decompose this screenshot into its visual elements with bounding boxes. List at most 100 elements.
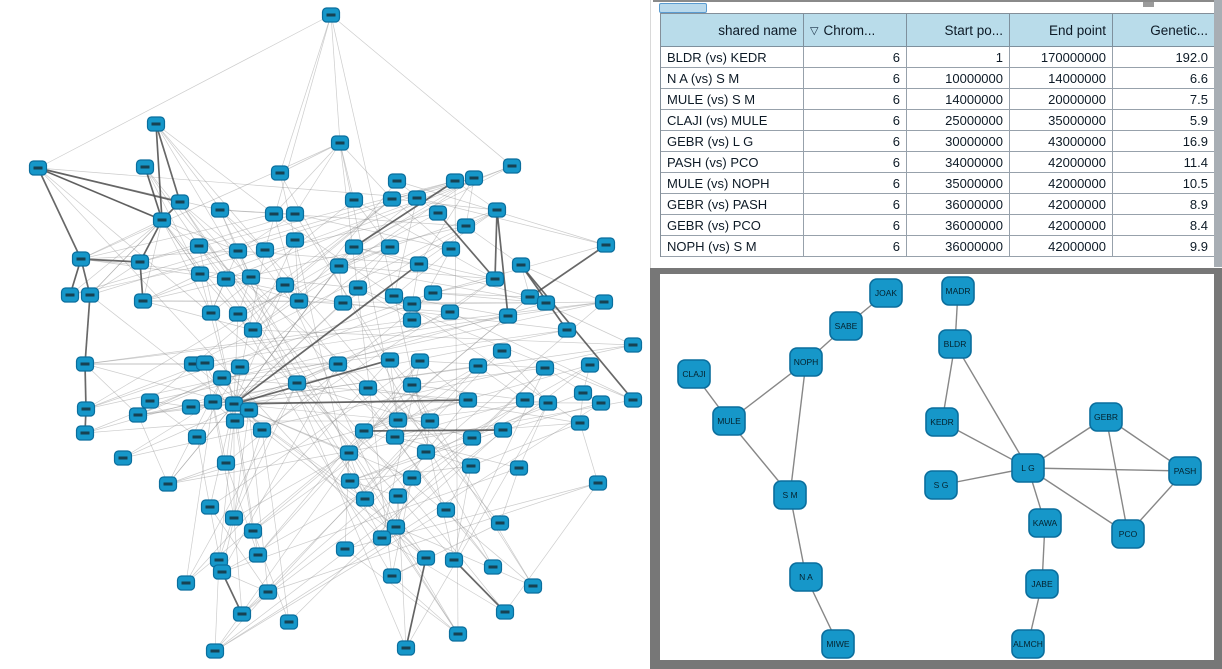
table-cell[interactable]: GEBR (vs) L G: [661, 131, 804, 152]
table-cell[interactable]: 10.5: [1113, 173, 1215, 194]
network-edge: [233, 313, 239, 405]
table-cell[interactable]: 20000000: [1010, 89, 1113, 110]
table-cell[interactable]: 30000000: [907, 131, 1010, 152]
table-row[interactable]: MULE (vs) S M 6 14000000 20000000 7.5: [661, 89, 1215, 110]
node-NOPH[interactable]: [789, 347, 823, 377]
table-cell[interactable]: 9.9: [1113, 236, 1215, 257]
table-row[interactable]: GEBR (vs) PCO 6 36000000 42000000 8.4: [661, 215, 1215, 236]
node-MADR[interactable]: [941, 276, 975, 306]
table-cell[interactable]: 10000000: [907, 68, 1010, 89]
table-cell[interactable]: 6: [804, 68, 907, 89]
table-cell[interactable]: 36000000: [907, 215, 1010, 236]
node-KEDR[interactable]: [925, 407, 959, 437]
table-cell[interactable]: 42000000: [1010, 152, 1113, 173]
network-edge: [339, 142, 393, 577]
table-cell[interactable]: 6: [804, 110, 907, 131]
table-cell[interactable]: 25000000: [907, 110, 1010, 131]
table-cell[interactable]: NOPH (vs) S M: [661, 236, 804, 257]
table-cell[interactable]: GEBR (vs) PCO: [661, 215, 804, 236]
table-row[interactable]: MULE (vs) NOPH 6 35000000 42000000 10.5: [661, 173, 1215, 194]
table-cell[interactable]: 35000000: [1010, 110, 1113, 131]
table-cell[interactable]: 6: [804, 89, 907, 110]
table-cell[interactable]: BLDR (vs) KEDR: [661, 47, 804, 68]
table-cell[interactable]: N A (vs) S M: [661, 68, 804, 89]
network-edge: [219, 209, 467, 227]
table-cell[interactable]: 6: [804, 236, 907, 257]
horizontal-scrollbar[interactable]: [653, 2, 1214, 13]
table-row[interactable]: GEBR (vs) L G 6 30000000 43000000 16.9: [661, 131, 1215, 152]
table-cell[interactable]: 6: [804, 215, 907, 236]
table-cell[interactable]: 14000000: [907, 89, 1010, 110]
table-cell[interactable]: MULE (vs) NOPH: [661, 173, 804, 194]
table-cell[interactable]: 6: [804, 152, 907, 173]
table-cell[interactable]: 6: [804, 173, 907, 194]
network-edge: [233, 263, 420, 405]
table-row[interactable]: PASH (vs) PCO 6 34000000 42000000 11.4: [661, 152, 1215, 173]
network-edge: [161, 219, 201, 275]
table-cell[interactable]: 5.9: [1113, 110, 1215, 131]
node-MULE[interactable]: [712, 406, 746, 436]
column-header-end-point[interactable]: End point: [1010, 14, 1113, 47]
table-cell[interactable]: 16.9: [1113, 131, 1215, 152]
table-cell[interactable]: 170000000: [1010, 47, 1113, 68]
scrollbar-thumb[interactable]: [659, 3, 707, 13]
node-ALMCH[interactable]: [1011, 629, 1045, 659]
table-cell[interactable]: 6: [804, 47, 907, 68]
table-cell[interactable]: 43000000: [1010, 131, 1113, 152]
network-edge: [395, 526, 534, 587]
node-CLAJI[interactable]: [677, 359, 711, 389]
node-L-G[interactable]: [1011, 453, 1045, 483]
column-header-shared-name[interactable]: shared name: [661, 14, 804, 47]
table-row[interactable]: BLDR (vs) KEDR 6 1 170000000 192.0: [661, 47, 1215, 68]
table-cell[interactable]: 42000000: [1010, 173, 1113, 194]
table-cell[interactable]: 6: [804, 131, 907, 152]
node-S-M[interactable]: [773, 480, 807, 510]
table-cell[interactable]: 8.4: [1113, 215, 1215, 236]
table-cell[interactable]: 7.5: [1113, 89, 1215, 110]
node-N-A[interactable]: [789, 562, 823, 592]
table-cell[interactable]: 36000000: [907, 194, 1010, 215]
node-BLDR[interactable]: [938, 329, 972, 359]
subnetwork-panel[interactable]: JOAK MADR SABE NOPH CLAJI BLDR MULE KEDR GEBR L G…: [660, 274, 1214, 660]
table-row[interactable]: CLAJI (vs) MULE 6 25000000 35000000 5.9: [661, 110, 1215, 131]
node-label-glyph: [194, 244, 204, 248]
node-PCO[interactable]: [1111, 519, 1145, 549]
table-row[interactable]: N A (vs) S M 6 10000000 14000000 6.6: [661, 68, 1215, 89]
table-cell[interactable]: 14000000: [1010, 68, 1113, 89]
node-MIWE[interactable]: [821, 629, 855, 659]
vertical-scrollbar[interactable]: [1214, 0, 1222, 267]
node-KAWA[interactable]: [1028, 508, 1062, 538]
table-cell[interactable]: 35000000: [907, 173, 1010, 194]
table-cell[interactable]: MULE (vs) S M: [661, 89, 804, 110]
node-label-glyph: [246, 275, 256, 279]
node-S-G[interactable]: [924, 470, 958, 500]
table-cell[interactable]: CLAJI (vs) MULE: [661, 110, 804, 131]
table-cell[interactable]: 6: [804, 194, 907, 215]
column-header-chromosome[interactable]: ▽ Chrom...: [804, 14, 907, 47]
table-cell[interactable]: 34000000: [907, 152, 1010, 173]
table-cell[interactable]: 11.4: [1113, 152, 1215, 173]
table-cell[interactable]: 42000000: [1010, 194, 1113, 215]
table-cell[interactable]: 192.0: [1113, 47, 1215, 68]
table-cell[interactable]: 42000000: [1010, 236, 1113, 257]
node-PASH[interactable]: [1168, 456, 1202, 486]
table-cell[interactable]: 36000000: [907, 236, 1010, 257]
table-cell[interactable]: 42000000: [1010, 215, 1113, 236]
network-edge: [161, 219, 201, 275]
column-header-start-point[interactable]: Start po...: [907, 14, 1010, 47]
column-header-genetic[interactable]: Genetic...: [1113, 14, 1215, 47]
network-edge: [221, 467, 520, 573]
table-cell[interactable]: 6.6: [1113, 68, 1215, 89]
table-row[interactable]: GEBR (vs) PASH 6 36000000 42000000 8.9: [661, 194, 1215, 215]
table-cell[interactable]: PASH (vs) PCO: [661, 152, 804, 173]
table-cell[interactable]: GEBR (vs) PASH: [661, 194, 804, 215]
overview-network-panel[interactable]: [0, 0, 650, 669]
node-JABE[interactable]: [1025, 569, 1059, 599]
table-cell[interactable]: 1: [907, 47, 1010, 68]
node-JOAK[interactable]: [869, 278, 903, 308]
table-cell[interactable]: 8.9: [1113, 194, 1215, 215]
table-row[interactable]: NOPH (vs) S M 6 36000000 42000000 9.9: [661, 236, 1215, 257]
node-GEBR[interactable]: [1089, 402, 1123, 432]
node-label-glyph: [349, 245, 359, 249]
node-SABE[interactable]: [829, 311, 863, 341]
